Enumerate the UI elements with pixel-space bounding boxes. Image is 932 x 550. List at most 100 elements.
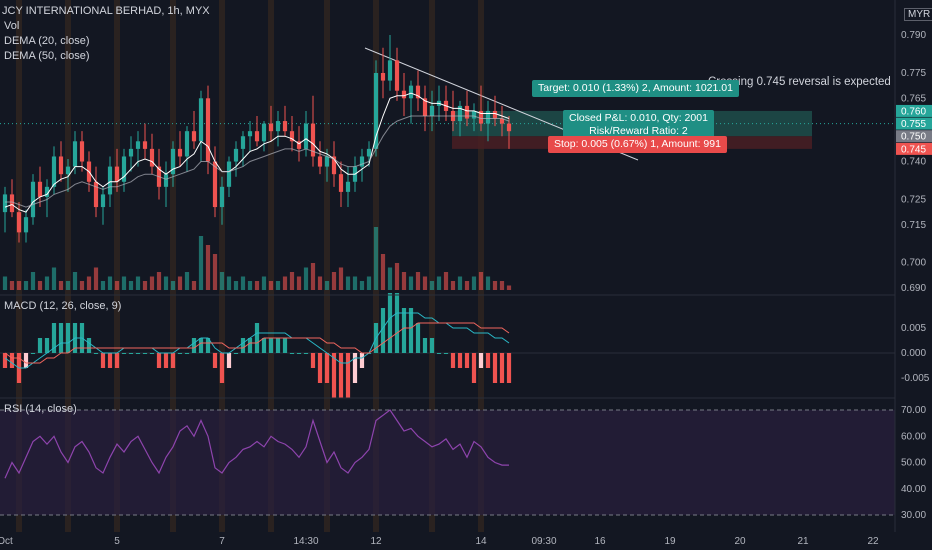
candle-body-34 [240, 136, 246, 149]
candle-body-45 [317, 156, 323, 167]
candle-body-47 [331, 156, 337, 175]
volume-bar-33 [233, 281, 239, 290]
macd-hist-32 [226, 353, 232, 368]
candle-body-36 [254, 131, 260, 142]
rsi-tick-1: 60.00 [901, 431, 926, 442]
session-bar-0 [16, 0, 22, 532]
time-tick-9: 20 [734, 536, 746, 547]
macd-hist-68 [478, 353, 484, 368]
candle-body-21 [149, 148, 155, 167]
rsi-band [0, 410, 895, 515]
price-tick-1: 0.775 [901, 68, 926, 79]
annotation-text: Crossing 0.745 reversal is expected [708, 76, 891, 88]
session-bar-9 [478, 0, 484, 532]
volume-bar-28 [198, 236, 204, 290]
volume-bar-37 [261, 276, 267, 290]
volume-bar-43 [303, 267, 309, 290]
candle-body-32 [226, 161, 232, 187]
time-tick-5: 14 [475, 536, 487, 547]
macd-hist-36 [254, 323, 260, 353]
volume-bar-13 [93, 267, 99, 290]
price-label-bg-0 [896, 104, 932, 117]
time-tick-6: 09:30 [531, 536, 556, 547]
candle-body-42 [296, 141, 302, 149]
macd-hist-6 [44, 338, 50, 353]
candle-body-58 [408, 85, 414, 99]
macd-hist-58 [408, 308, 414, 353]
candle-body-2 [16, 212, 22, 233]
candle-body-55 [387, 60, 393, 81]
candle-body-31 [219, 186, 225, 208]
volume-bar-17 [121, 276, 127, 290]
candle-body-7 [51, 156, 57, 187]
time-tick-4: 12 [370, 536, 382, 547]
volume-bar-51 [359, 281, 365, 290]
volume-bar-59 [415, 272, 421, 290]
macd-hist-9 [65, 323, 71, 353]
candles[interactable] [2, 35, 512, 243]
macd-hist-8 [58, 323, 64, 353]
macd-hist-17 [121, 353, 127, 354]
stop-label: Stop: 0.005 (0.67%) 1, Amount: 991 [548, 136, 727, 153]
volume-bar-44 [310, 263, 316, 290]
candle-body-41 [289, 131, 295, 142]
volume-bar-71 [499, 281, 505, 290]
macd-hist-40 [282, 338, 288, 353]
candle-body-13 [93, 181, 99, 208]
volume-bar-22 [156, 272, 162, 290]
volume-bar-45 [317, 276, 323, 290]
volume-bar-25 [177, 276, 183, 290]
macd-hist-51 [359, 353, 365, 368]
volume-bar-64 [450, 281, 456, 290]
volume-bar-66 [464, 281, 470, 290]
session-bar-5 [268, 0, 274, 532]
price-label-2: 0.750 [901, 132, 926, 143]
price-label-1: 0.755 [901, 119, 926, 130]
price-label-bg-1 [896, 117, 932, 130]
macd-hist-34 [240, 338, 246, 353]
candle-body-9 [65, 166, 71, 175]
volume-bar-60 [422, 276, 428, 290]
macd-hist-44 [310, 353, 316, 368]
macd-line [4, 312, 510, 369]
session-bar-6 [324, 0, 330, 532]
macd-hist-16 [114, 353, 120, 368]
candle-body-10 [72, 141, 78, 167]
time-tick-7: 16 [594, 536, 606, 547]
volume-bar-58 [408, 276, 414, 290]
candle-body-25 [177, 148, 183, 157]
macd-hist-55 [387, 293, 393, 353]
rsi-background [0, 409, 895, 516]
volume-bar-61 [429, 281, 435, 290]
macd-label: MACD (12, 26, close, 9) [4, 300, 122, 312]
volume-bar-67 [471, 276, 477, 290]
volume-bar-8 [58, 281, 64, 290]
volume-bar-49 [345, 276, 351, 290]
macd-hist-20 [142, 353, 148, 354]
indicator-lines [4, 92, 510, 213]
macd-tick-2: -0.005 [901, 373, 930, 384]
candle-body-1 [9, 194, 15, 213]
price-tick-6: 0.715 [901, 220, 926, 231]
currency-badge[interactable]: MYR [904, 8, 932, 21]
price-tick-0: 0.790 [901, 30, 926, 41]
macd-hist-21 [149, 353, 155, 354]
candle-body-33 [233, 148, 239, 162]
macd-hist-19 [135, 353, 141, 354]
volume-bar-20 [142, 281, 148, 290]
macd-tick-1: 0.000 [901, 348, 926, 359]
volume-bar-5 [37, 281, 43, 290]
volume-bar-24 [170, 281, 176, 290]
session-bar-2 [114, 0, 120, 532]
macd-hist-12 [86, 338, 92, 353]
candle-body-8 [58, 156, 64, 175]
volume-bar-39 [275, 281, 281, 290]
volume-bar-53 [373, 227, 379, 290]
volume-bar-48 [338, 267, 344, 290]
volume-bar-46 [324, 281, 330, 290]
volume-bar-1 [9, 281, 15, 290]
volume-bars [2, 227, 512, 290]
macd-hist-48 [338, 353, 344, 398]
macd-hist-50 [352, 353, 358, 383]
macd-hist-1 [9, 353, 15, 368]
